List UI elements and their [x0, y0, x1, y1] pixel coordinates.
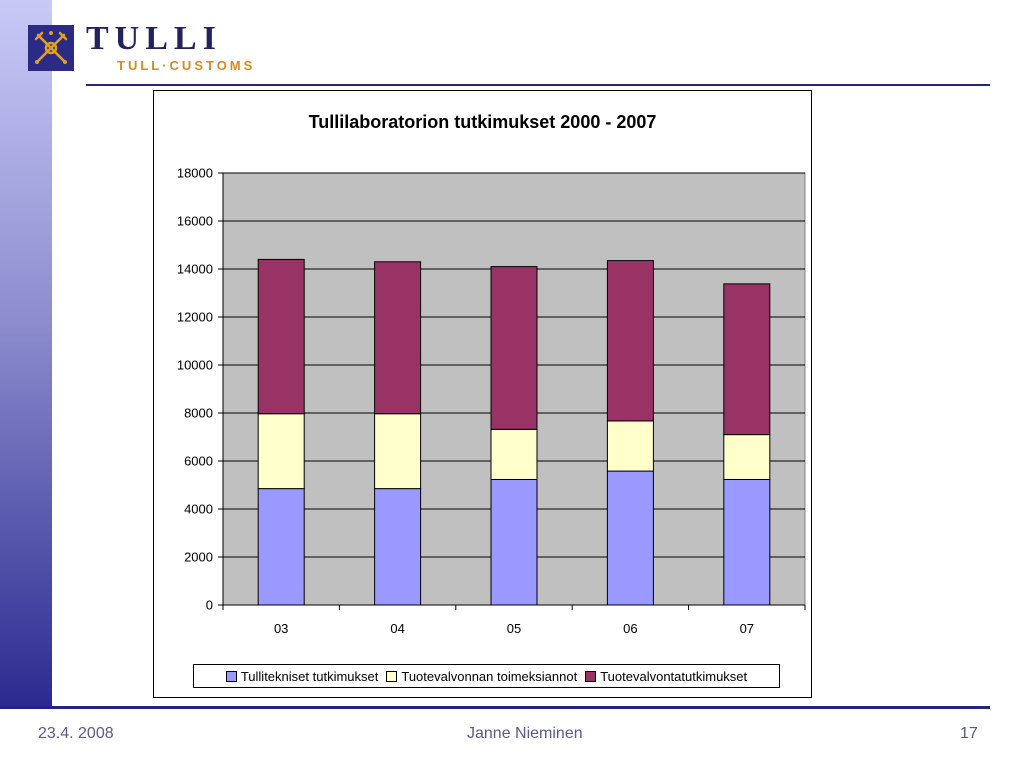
bar-segment-0	[257, 488, 305, 606]
legend-item: Tuotevalvontatutkimukset	[585, 669, 747, 684]
y-tick-label: 0	[206, 598, 213, 613]
bar-segment-0	[374, 488, 422, 606]
bar-segment-2	[374, 261, 422, 415]
brand-name: TULLI	[86, 20, 222, 57]
chart-legend: Tullitekniset tutkimukset Tuotevalvonnan …	[193, 664, 780, 688]
bar-segment-0	[723, 478, 771, 606]
y-tick-label: 18000	[177, 166, 213, 181]
footer-author: Janne Nieminen	[467, 725, 583, 742]
x-tick-label: 03	[274, 621, 288, 636]
footer-divider	[0, 706, 990, 709]
chart-container: Tullilaboratorion tutkimukset 2000 - 200…	[153, 90, 812, 698]
y-tick-label: 14000	[177, 262, 213, 277]
legend-item: Tullitekniset tutkimukset	[225, 668, 379, 684]
y-tick-label: 12000	[177, 310, 213, 325]
x-tick-label: 05	[507, 621, 521, 636]
bar-segment-1	[606, 420, 654, 472]
y-tick-label: 2000	[184, 550, 213, 565]
brand-subtitle: TULL·CUSTOMS	[117, 58, 256, 73]
stacked-bar-chart: 0 2000 4000 6000 8000 10000 12000 14000 16000 180…	[177, 166, 806, 636]
sidebar-gradient	[0, 0, 52, 707]
legend-label: Tullitekniset tutkimukset	[240, 668, 379, 684]
bar-segment-0	[490, 478, 538, 606]
customs-emblem-icon	[28, 25, 74, 71]
y-tick-label: 4000	[184, 502, 213, 517]
footer-date: 23.4. 2008	[38, 725, 114, 742]
header-divider	[86, 84, 990, 86]
bar-segment-1	[374, 413, 422, 490]
bar-segment-1	[257, 413, 305, 490]
bar-segment-2	[257, 258, 305, 415]
y-tick-label: 10000	[177, 358, 213, 373]
y-tick-label: 6000	[184, 454, 213, 469]
bar-segment-0	[606, 470, 654, 606]
x-tick-label: 07	[740, 621, 754, 636]
bar-segment-2	[490, 266, 538, 430]
legend-label: Tuotevalvonnan toimeksiannot	[401, 668, 578, 684]
chart-title: Tullilaboratorion tutkimukset 2000 - 200…	[308, 112, 657, 132]
page-number: 17	[960, 725, 978, 742]
legend-swatch	[225, 670, 237, 682]
x-tick-label: 04	[390, 621, 404, 636]
y-tick-label: 16000	[177, 214, 213, 229]
bar-segment-1	[723, 434, 771, 480]
legend-swatch	[386, 670, 398, 682]
bar-segment-2	[723, 283, 771, 436]
x-tick-label: 06	[623, 621, 637, 636]
y-tick-label: 8000	[184, 406, 213, 421]
bar-segment-1	[490, 428, 538, 480]
legend-item: Tuotevalvonnan toimeksiannot	[386, 669, 577, 684]
legend-swatch	[585, 670, 597, 682]
legend-label: Tuotevalvontatutkimukset	[600, 668, 748, 684]
bar-segment-2	[606, 260, 654, 422]
